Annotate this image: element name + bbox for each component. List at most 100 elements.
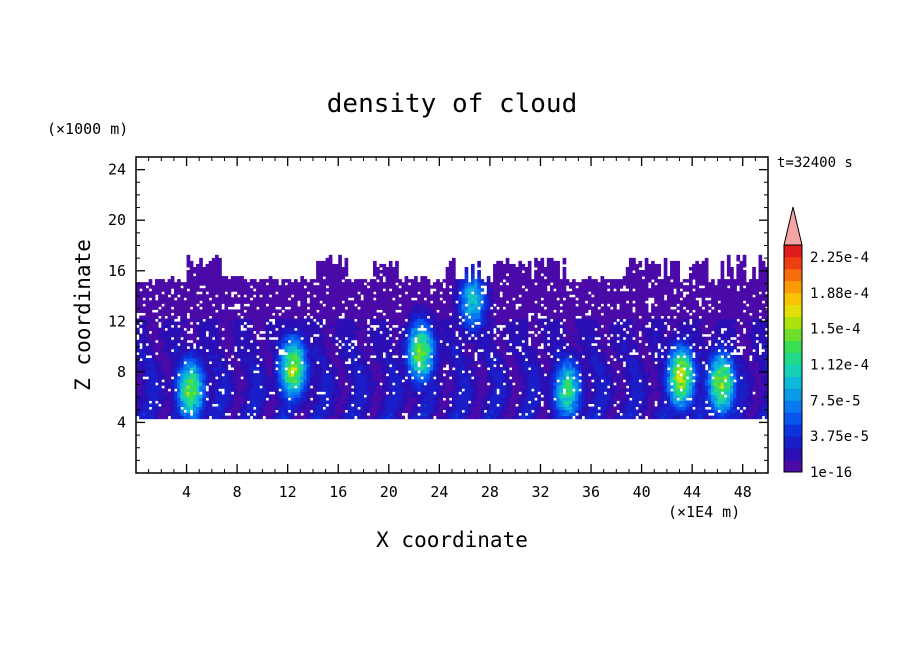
density-cell bbox=[215, 394, 219, 398]
density-cell bbox=[170, 367, 175, 371]
density-cell bbox=[388, 406, 393, 411]
density-cell bbox=[259, 339, 263, 344]
density-cell bbox=[379, 321, 383, 326]
density-cell bbox=[211, 333, 216, 338]
density-cell bbox=[360, 391, 365, 395]
density-cell bbox=[284, 309, 289, 313]
density-cell bbox=[196, 382, 200, 386]
density-cell bbox=[328, 321, 333, 326]
density-cell bbox=[385, 382, 390, 386]
density-cell bbox=[256, 357, 260, 362]
density-cell bbox=[470, 276, 475, 280]
density-cell bbox=[436, 370, 440, 374]
density-cell bbox=[474, 339, 478, 344]
density-cell bbox=[423, 388, 428, 392]
density-cell bbox=[404, 367, 409, 371]
density-cell bbox=[341, 345, 346, 350]
density-cell bbox=[464, 412, 469, 417]
density-cell bbox=[145, 379, 150, 383]
density-cell bbox=[148, 327, 153, 332]
density-cell bbox=[439, 315, 444, 320]
density-cell bbox=[442, 412, 447, 417]
density-cell bbox=[145, 406, 150, 411]
density-cell bbox=[344, 297, 349, 301]
density-cell bbox=[338, 321, 342, 326]
density-cell bbox=[208, 300, 213, 304]
density-cell bbox=[404, 406, 409, 411]
density-cell bbox=[221, 342, 225, 347]
density-cell bbox=[401, 303, 406, 307]
density-cell bbox=[338, 351, 342, 356]
density-cell bbox=[331, 342, 336, 347]
density-cell bbox=[499, 385, 504, 389]
density-cell bbox=[271, 364, 276, 368]
density-cell bbox=[464, 370, 469, 374]
density-cell bbox=[192, 315, 197, 320]
density-cell bbox=[271, 291, 276, 295]
density-cell bbox=[455, 415, 459, 420]
density-cell bbox=[312, 406, 317, 411]
density-cell bbox=[211, 273, 216, 277]
density-cell bbox=[325, 282, 330, 286]
density-cell bbox=[423, 373, 428, 377]
density-cell bbox=[426, 394, 431, 398]
density-cell bbox=[211, 321, 216, 326]
density-cell bbox=[186, 285, 191, 289]
density-cell bbox=[221, 370, 225, 374]
density-cell bbox=[259, 291, 263, 295]
density-cell bbox=[252, 306, 257, 310]
density-cell bbox=[433, 394, 437, 398]
density-cell bbox=[452, 348, 456, 353]
density-cell bbox=[262, 391, 267, 395]
density-cell bbox=[208, 318, 213, 323]
density-cell bbox=[373, 403, 377, 408]
density-cell bbox=[470, 303, 475, 307]
density-cell bbox=[486, 415, 491, 420]
density-cell bbox=[177, 364, 181, 368]
density-cell bbox=[199, 312, 203, 316]
density-cell bbox=[186, 361, 191, 365]
density-cell bbox=[338, 270, 342, 274]
density-cell bbox=[161, 367, 165, 371]
density-cell bbox=[167, 400, 172, 404]
density-cell bbox=[470, 285, 475, 289]
density-cell bbox=[382, 361, 387, 365]
density-cell bbox=[224, 327, 229, 332]
density-cell bbox=[294, 285, 298, 289]
density-cell bbox=[341, 367, 346, 371]
density-cell bbox=[335, 266, 339, 271]
density-cell bbox=[297, 403, 301, 408]
density-cell bbox=[237, 373, 241, 377]
density-cell bbox=[183, 303, 188, 307]
density-cell bbox=[271, 324, 276, 329]
density-cell bbox=[442, 294, 447, 298]
density-cell bbox=[391, 351, 396, 356]
density-cell bbox=[218, 288, 222, 292]
density-cell bbox=[287, 285, 292, 289]
density-cell bbox=[480, 403, 485, 408]
density-cell bbox=[233, 321, 238, 326]
density-cell bbox=[186, 373, 191, 377]
density-cell bbox=[445, 336, 450, 341]
density-cell bbox=[271, 385, 276, 389]
density-cell bbox=[423, 361, 428, 365]
density-cell bbox=[158, 394, 162, 398]
density-cell bbox=[177, 354, 181, 359]
density-cell bbox=[493, 354, 497, 359]
density-cell bbox=[439, 385, 444, 389]
density-cell bbox=[230, 406, 235, 411]
density-cell bbox=[230, 324, 235, 329]
density-cell bbox=[281, 294, 286, 298]
density-cell bbox=[357, 282, 361, 286]
density-cell bbox=[461, 385, 466, 389]
density-cell bbox=[180, 400, 184, 404]
density-cell bbox=[227, 309, 232, 313]
density-cell bbox=[420, 309, 425, 313]
density-cell bbox=[385, 415, 390, 420]
density-cell bbox=[303, 300, 308, 304]
density-cell bbox=[256, 303, 260, 307]
density-cell bbox=[433, 294, 437, 298]
density-cell bbox=[458, 324, 462, 329]
density-cell bbox=[464, 318, 469, 323]
density-cell bbox=[205, 321, 210, 326]
